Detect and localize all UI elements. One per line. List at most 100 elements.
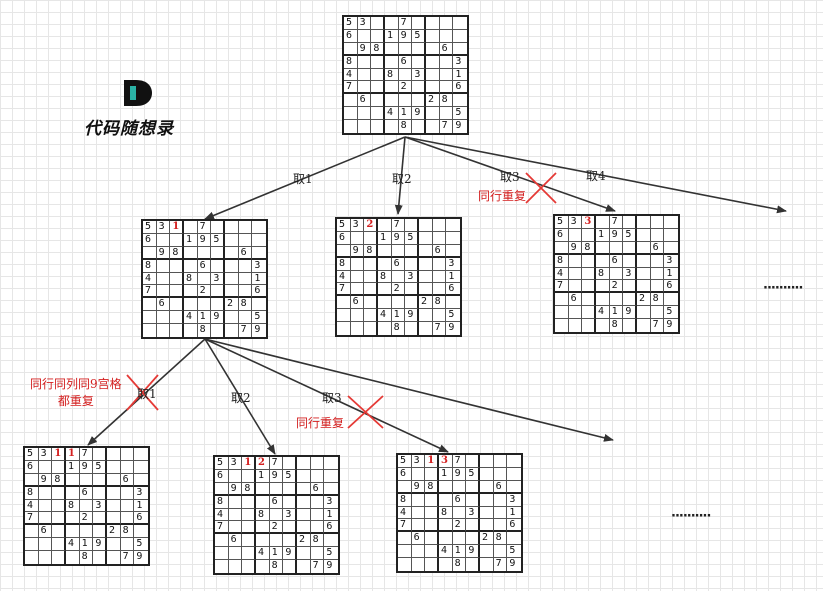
sudoku-cell [211,285,225,299]
sudoku-cell [419,309,433,323]
sudoku-cell: 7 [79,448,94,461]
sudoku-cell [364,309,378,323]
sudoku-cell: 9 [666,319,673,331]
sudoku-cell: 1 [507,507,521,520]
sudoku-cell [197,272,212,286]
sudoku-cell [344,42,358,56]
sudoku-cell: 6 [324,521,338,535]
sudoku-cell: 8 [582,241,596,255]
sudoku-cell [419,257,433,271]
sudoku-cell: 4 [25,499,39,513]
sudoku-cell [419,231,433,245]
sudoku-cell [364,257,378,271]
sudoku-cell [93,525,107,539]
sudoku-cell [252,247,266,260]
sudoku-cell [120,538,135,552]
sudoku-cell [238,285,253,299]
sudoku-cell: 6 [452,493,467,507]
sudoku-cell [425,506,439,520]
sudoku-cell [391,270,406,284]
sudoku-cell: 3 [412,68,426,82]
sudoku-cell: 8 [432,296,447,310]
sudoku-cell: 5 [453,107,467,121]
sudoku-cell: 4 [398,506,412,520]
sudoku-cell [419,270,433,284]
sudoku-cell [238,259,253,273]
sudoku-cell: 1 [79,538,94,552]
sudoku-cell [357,68,372,82]
sudoku-cell [378,257,392,271]
sudoku-cell [439,107,454,121]
sudoku-cell [405,244,419,258]
sudoku-cell [480,467,494,481]
sudoku-cell [398,42,413,56]
sudoku-cell: 7 [197,221,212,234]
sudoku-cell [405,322,419,335]
sudoku-cell [466,532,480,546]
sudoku-cell [156,285,171,299]
sudoku-cell [555,293,569,307]
sudoku-cell [344,120,358,133]
sudoku-cell: 1 [256,469,270,483]
sudoku-cell [297,508,311,522]
sudoku-cell [466,480,480,494]
sudoku-cell [225,324,239,337]
sudoku-cell [466,493,480,507]
sudoku-cell: 8 [344,55,358,69]
sudoku-cell [371,107,385,121]
sudoku-cell: 8 [256,508,270,522]
sudoku-cell [93,448,107,461]
sudoku-cell: 3 [134,487,148,500]
sudoku-cell: 7 [25,512,39,526]
sudoku-cell [398,545,412,559]
sudoku-cell [357,29,372,43]
sudoku-cell [568,280,583,294]
sudoku-cell: 3 [568,216,583,229]
sudoku-cell: 7 [337,283,351,297]
ellipsis-level1: ·········· [763,281,803,296]
sudoku-cell: 6 [143,233,157,247]
sudoku-cell: 1 [170,221,184,234]
sudoku-cell [623,280,637,294]
sudoku-cell [385,81,399,95]
sudoku-cell: 6 [493,480,508,494]
sudoku-cell: 8 [120,525,135,539]
sudoku-cell [411,545,426,559]
sudoku-cell: 5 [211,233,225,247]
sudoku-cell [385,42,399,56]
sudoku-cell: 8 [52,473,66,487]
sudoku-cell [143,311,157,325]
sudoku-cell [256,482,270,496]
sudoku-cell [107,486,121,500]
sudoku-cell [344,94,358,108]
edge-label-l1-take3: 取3 [322,391,342,405]
sudoku-cell [623,319,637,332]
sudoku-cell: 9 [357,42,372,56]
sudoku-cell [197,246,212,260]
sudoku-cell [310,508,325,522]
sudoku-cell [493,493,508,507]
sudoku-cell [324,483,338,496]
sudoku-cell: 8 [650,293,665,307]
sudoku-cell: 8 [310,534,325,548]
sudoku-cell: 8 [493,532,508,546]
edge-l1-take1 [87,338,206,446]
sudoku-cell: 8 [392,322,406,335]
sudoku-cell [412,94,426,108]
sudoku-cell: 9 [269,469,284,483]
sudoku-cell: 9 [466,545,480,559]
sudoku-cell: 1 [52,448,66,461]
sudoku-cell [493,519,508,533]
sudoku-cell: 6 [156,298,171,312]
sudoku-cell: 8 [453,558,467,571]
sudoku-cell [211,324,225,337]
sudoku-cell [623,241,637,255]
sudoku-cell: 3 [350,219,365,232]
sudoku-cell [439,17,454,30]
sudoku-cell [242,547,256,561]
sudoku-cell: 6 [350,296,365,310]
sudoku-cell: 6 [134,512,148,526]
sudoku-cell: 6 [507,519,521,533]
